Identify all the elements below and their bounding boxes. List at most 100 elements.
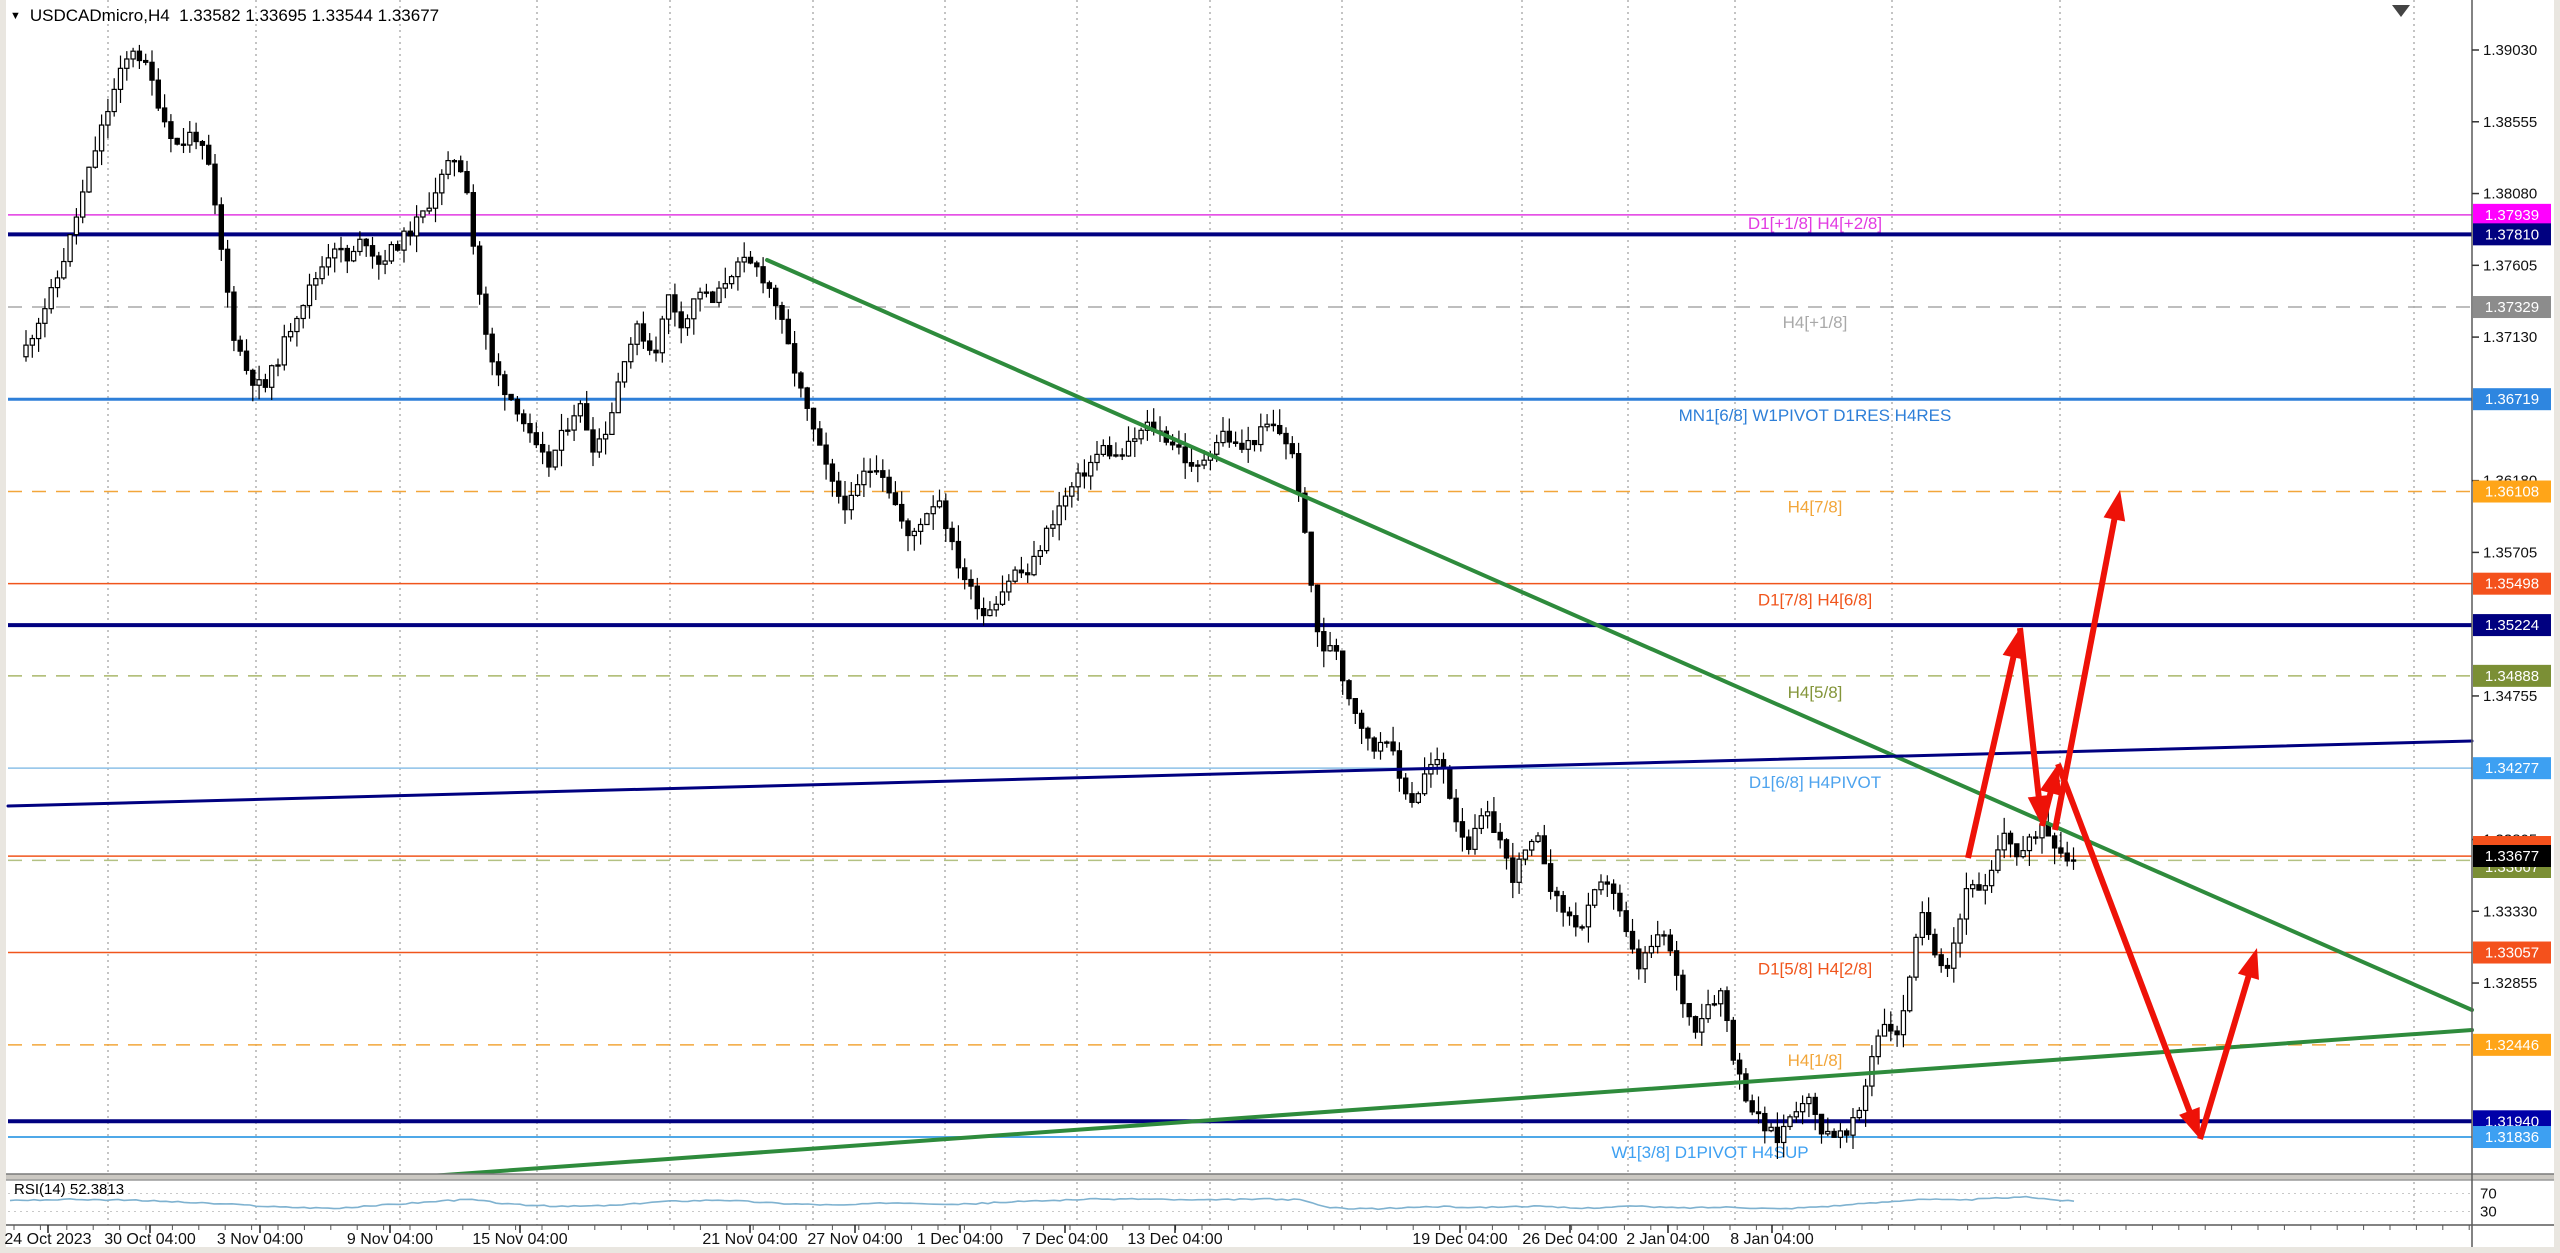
candle-body <box>1743 1073 1749 1102</box>
projection-up-arrow-3[interactable] <box>2197 968 2254 1140</box>
candle-body <box>1862 1085 1869 1112</box>
candle-body <box>2058 847 2064 854</box>
projection-down-arrow-1[interactable] <box>2017 627 2043 805</box>
time-axis-label: 2 Jan 04:00 <box>1626 1231 1710 1248</box>
candle-body <box>1125 440 1132 457</box>
candle-body <box>665 294 672 320</box>
level-price-tag-text: 1.32446 <box>2485 1037 2539 1054</box>
level-price-tag-text: 1.35498 <box>2485 576 2539 593</box>
candle-body <box>1957 918 1963 944</box>
candle-body <box>1762 1112 1768 1132</box>
candle-body <box>363 238 369 247</box>
candle-body <box>495 361 502 376</box>
candle-body <box>533 432 540 446</box>
candle-body <box>350 250 357 262</box>
candle-body <box>835 480 842 497</box>
candle-body <box>161 107 168 123</box>
candle-body <box>810 407 817 430</box>
candle-body <box>319 266 325 280</box>
descending-trendline[interactable] <box>765 258 2474 1012</box>
projection-up-arrow-1[interactable] <box>1965 648 2019 859</box>
projection-down-arrow-2[interactable] <box>2055 762 2196 1120</box>
candle-body <box>168 121 174 140</box>
level-label: D1[6/8] H4PIVOT <box>1749 773 1881 792</box>
candle-body <box>873 470 880 473</box>
candle-body <box>313 278 319 286</box>
candle-body <box>1169 441 1176 446</box>
chart-shift-marker-icon[interactable] <box>2392 5 2410 17</box>
candle-body <box>741 256 747 263</box>
level-price-tag <box>2473 223 2551 246</box>
candle-body <box>1799 1103 1806 1113</box>
candle-body <box>92 150 98 168</box>
candle-body <box>61 260 67 279</box>
candle-body <box>1585 904 1592 928</box>
candle-body <box>1976 884 1982 891</box>
level-label: W1[3/8] D1PIVOT H4SUP <box>1611 1143 1808 1162</box>
candle-body <box>1982 885 1988 891</box>
candle-body <box>1069 486 1075 497</box>
candle-body <box>2007 832 2014 845</box>
candle-body <box>458 160 464 173</box>
candle-body <box>508 393 514 401</box>
candle-body <box>1006 580 1012 593</box>
candle-body <box>1409 793 1415 803</box>
projection-big-up-arrow[interactable] <box>2052 511 2119 831</box>
candle-body <box>539 443 546 453</box>
candle-body <box>1056 505 1062 526</box>
pane-separator[interactable] <box>6 1174 2554 1180</box>
symbol-dropdown-icon[interactable]: ▼ <box>10 9 21 22</box>
rsi-indicator-label: RSI(14) 52.3813 <box>14 1181 125 1198</box>
candle-body <box>1333 645 1340 652</box>
candle-body <box>1541 835 1547 865</box>
candle-body <box>2051 835 2058 849</box>
candle-body <box>621 361 628 383</box>
level-label: D1[7/8] H4[6/8] <box>1758 591 1872 610</box>
candle-body <box>1623 910 1629 933</box>
candle-body <box>2014 843 2020 858</box>
candle-body <box>955 540 962 569</box>
candle-body <box>1258 426 1264 446</box>
navy-trendline[interactable] <box>6 739 2474 808</box>
ascending-trendline[interactable] <box>428 1028 2474 1178</box>
projection-big-up-arrow-head <box>2103 490 2126 522</box>
candle-body <box>917 523 924 532</box>
candle-body <box>1478 815 1484 830</box>
candle-body <box>281 336 288 366</box>
candle-body <box>79 191 86 218</box>
candle-body <box>1711 1003 1718 1006</box>
candle-body <box>174 137 180 145</box>
candle-body <box>401 230 407 251</box>
candle-body <box>1591 889 1598 906</box>
candle-body <box>1283 432 1289 445</box>
candle-body <box>1484 811 1491 817</box>
candle-body <box>2032 836 2039 839</box>
price-tick-label: 1.32855 <box>2483 975 2537 992</box>
level-price-tag <box>2473 941 2551 964</box>
candle-body <box>1396 750 1403 779</box>
level-label: H4[1/8] <box>1788 1051 1843 1070</box>
price-tick-label: 1.37605 <box>2483 257 2537 274</box>
candle-body <box>117 67 124 90</box>
current-price-tag <box>2473 845 2551 867</box>
candle-body <box>111 88 117 113</box>
time-axis-label: 15 Nov 04:00 <box>472 1231 567 1248</box>
candle-body <box>1138 429 1144 440</box>
candle-body <box>1226 430 1232 443</box>
candle-body <box>1100 444 1106 455</box>
candle-body <box>1843 1130 1850 1136</box>
level-price-tag-text: 1.37810 <box>2485 226 2539 243</box>
projection-down-arrow-2-head <box>2179 1107 2200 1139</box>
candle-body <box>1043 527 1050 552</box>
candle-body <box>1888 1023 1894 1032</box>
candle-body <box>791 343 798 374</box>
candle-body <box>1232 441 1239 444</box>
candle-body <box>413 216 420 237</box>
candle-body <box>760 266 766 284</box>
candle-body <box>1573 915 1579 928</box>
candle-body <box>583 403 590 431</box>
candle-body <box>451 159 458 163</box>
level-price-tag <box>2473 1033 2551 1056</box>
candle-body <box>1239 442 1245 450</box>
